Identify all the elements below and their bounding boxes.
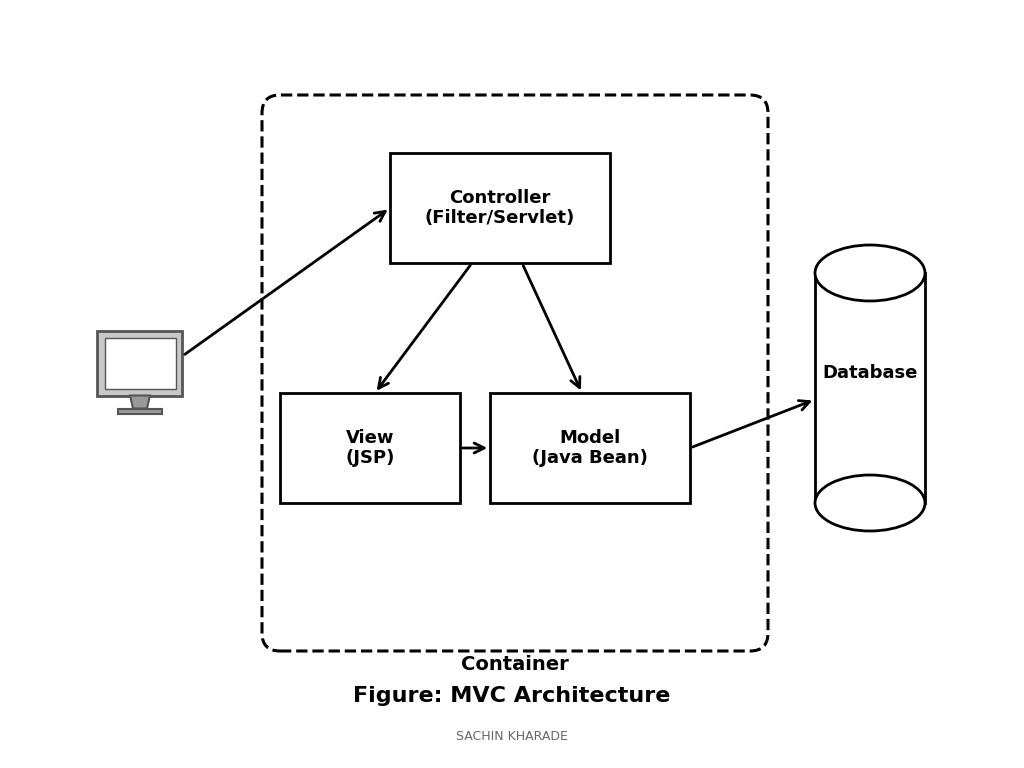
Polygon shape [118,409,162,413]
FancyBboxPatch shape [104,337,175,389]
Text: Model
(Java Bean): Model (Java Bean) [532,429,648,468]
Polygon shape [130,396,150,409]
Text: Figure: MVC Architecture: Figure: MVC Architecture [353,686,671,706]
Ellipse shape [815,245,925,301]
Text: Controller
(Filter/Servlet): Controller (Filter/Servlet) [425,189,575,227]
Text: View
(JSP): View (JSP) [345,429,394,468]
FancyBboxPatch shape [490,393,690,503]
FancyBboxPatch shape [390,153,610,263]
Text: Database: Database [822,364,918,382]
FancyBboxPatch shape [97,330,182,396]
Text: Container: Container [461,655,569,674]
Ellipse shape [815,475,925,531]
Bar [815,273,925,503]
FancyBboxPatch shape [280,393,460,503]
Text: SACHIN KHARADE: SACHIN KHARADE [456,730,568,743]
